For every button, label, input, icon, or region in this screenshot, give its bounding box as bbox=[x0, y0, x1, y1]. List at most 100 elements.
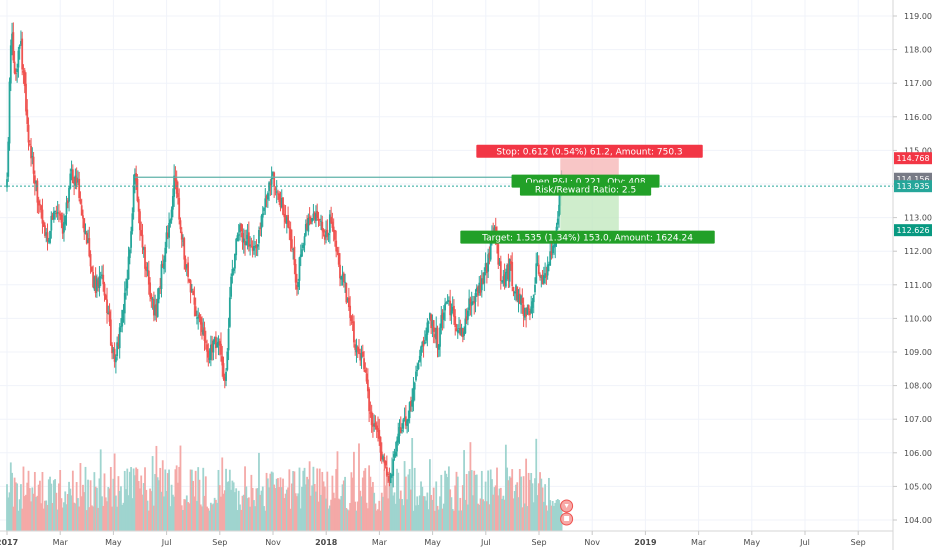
volume-bar bbox=[201, 506, 203, 531]
volume-bar bbox=[197, 467, 200, 531]
volume-bar bbox=[521, 507, 524, 531]
candle-body bbox=[540, 276, 543, 278]
candle-body bbox=[420, 346, 422, 356]
rr-label-bg bbox=[519, 182, 652, 196]
candle-body bbox=[93, 277, 96, 290]
drawing-overlays[interactable]: Stop: 0.612 (0.54%) 61.2, Amount: 750.3O… bbox=[0, 144, 893, 526]
candle-body bbox=[68, 187, 70, 202]
volume-bar bbox=[17, 510, 20, 531]
volume-bar bbox=[469, 442, 472, 531]
volume-bar bbox=[63, 502, 65, 531]
volume-bar bbox=[128, 471, 131, 531]
candle-body bbox=[266, 193, 269, 200]
volume-bar bbox=[242, 494, 245, 531]
volume-bar bbox=[288, 469, 291, 531]
volume-bar bbox=[527, 472, 530, 531]
candle-body bbox=[94, 275, 97, 294]
candle-body bbox=[77, 180, 79, 182]
volume-bar bbox=[312, 466, 315, 531]
volume-bar bbox=[309, 495, 312, 531]
volume-bar bbox=[253, 500, 255, 531]
candle-body bbox=[201, 322, 203, 333]
volume-bar bbox=[215, 499, 217, 531]
volume-bar bbox=[427, 509, 430, 531]
candle-body bbox=[163, 259, 165, 270]
volume-bar bbox=[168, 469, 170, 531]
candle-body bbox=[553, 244, 555, 248]
volume-bar bbox=[30, 501, 32, 531]
candle-body bbox=[364, 369, 367, 373]
candle-body bbox=[344, 281, 346, 283]
volume-bar bbox=[430, 494, 433, 531]
candle-body bbox=[537, 264, 540, 274]
volume-bar bbox=[183, 499, 186, 531]
candle-body bbox=[455, 328, 458, 332]
candle-body bbox=[301, 249, 303, 257]
alert-icon[interactable] bbox=[560, 499, 574, 513]
volume-bar bbox=[204, 476, 207, 531]
volume-bar bbox=[330, 499, 333, 531]
candle-body bbox=[320, 220, 322, 222]
candle-body bbox=[511, 261, 514, 287]
volume-bar bbox=[46, 504, 49, 531]
candle-body bbox=[25, 83, 27, 112]
volume-bar bbox=[451, 509, 454, 531]
candle-body bbox=[188, 279, 191, 282]
candle-body bbox=[66, 200, 69, 204]
volume-bar bbox=[6, 484, 8, 531]
volume-bar bbox=[8, 492, 11, 531]
candle-body bbox=[408, 402, 411, 419]
candle-body bbox=[64, 216, 67, 225]
volume-bar bbox=[151, 456, 154, 531]
volume-bar bbox=[259, 494, 262, 531]
volume-bar bbox=[549, 500, 552, 531]
candle-body bbox=[313, 212, 316, 220]
candle-body bbox=[127, 256, 130, 280]
volume-bar bbox=[185, 495, 188, 531]
volume-bar bbox=[370, 486, 373, 531]
candle-body bbox=[423, 341, 426, 344]
candle-body bbox=[317, 219, 320, 221]
volume-bar bbox=[21, 508, 24, 531]
candle-body bbox=[137, 199, 140, 212]
volume-bar bbox=[321, 471, 324, 531]
candle-body bbox=[354, 344, 357, 350]
volume-bar bbox=[122, 502, 125, 531]
volume-bar bbox=[394, 503, 397, 531]
candle-body bbox=[28, 143, 31, 145]
volume-bar bbox=[121, 504, 124, 531]
candle-body bbox=[431, 321, 434, 326]
candle-body bbox=[223, 376, 226, 381]
volume-bar bbox=[190, 469, 193, 531]
candle-body bbox=[322, 230, 325, 233]
date-marker-icon[interactable] bbox=[560, 512, 574, 526]
candle-body bbox=[30, 145, 32, 159]
candle-body bbox=[374, 422, 377, 427]
candle-body bbox=[454, 316, 457, 328]
volume-bar bbox=[478, 504, 481, 531]
volume-bar bbox=[526, 506, 529, 531]
volume-bar bbox=[539, 472, 541, 531]
candle-body bbox=[292, 248, 295, 250]
candle-body bbox=[71, 169, 74, 183]
candle-body bbox=[304, 224, 307, 236]
volume-bar bbox=[447, 466, 450, 531]
candle-body bbox=[439, 327, 441, 347]
candle-body bbox=[342, 273, 345, 283]
candle-body bbox=[145, 266, 148, 271]
volume-bar bbox=[80, 496, 83, 531]
candle-body bbox=[12, 32, 15, 61]
candle-body bbox=[225, 371, 227, 381]
volume-bar bbox=[209, 502, 212, 531]
volume-bar bbox=[136, 468, 139, 531]
candle-body bbox=[347, 297, 350, 308]
candle-body bbox=[549, 251, 552, 266]
candle-body bbox=[515, 285, 517, 292]
candle-body bbox=[253, 245, 255, 251]
volume-bar bbox=[261, 486, 264, 531]
volume-bar bbox=[36, 495, 39, 531]
candle-body bbox=[17, 50, 20, 68]
y-tick-label: 105.000 bbox=[904, 482, 932, 491]
